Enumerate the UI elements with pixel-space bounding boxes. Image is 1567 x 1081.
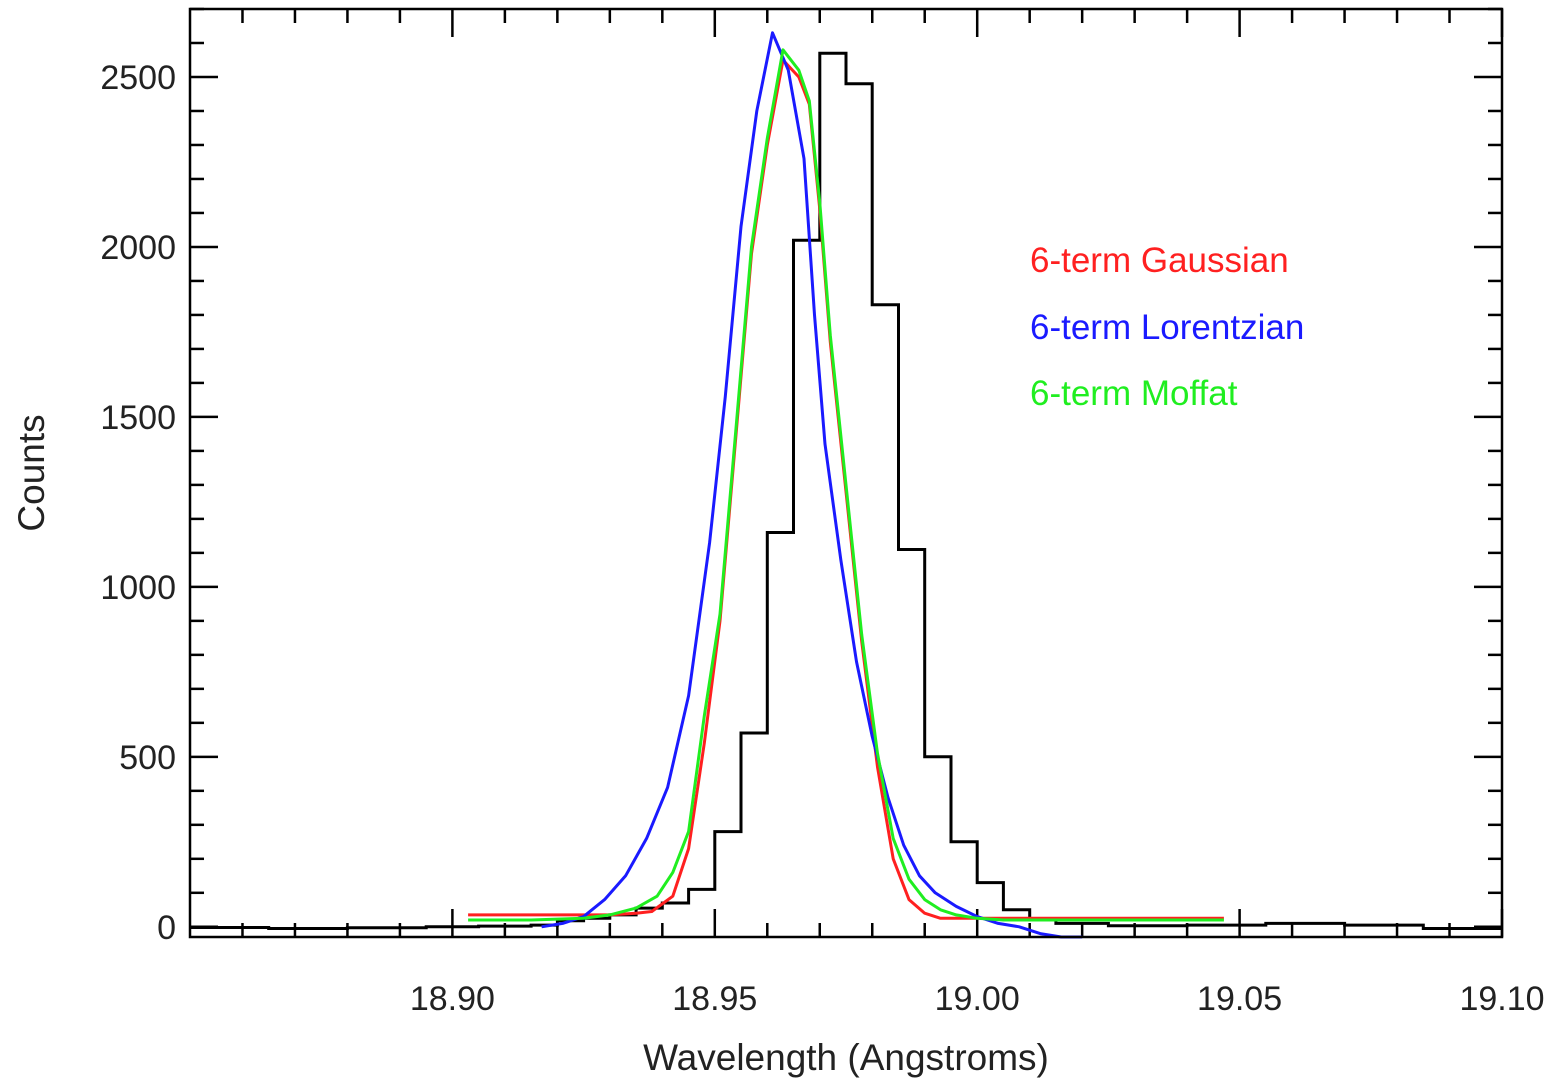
y-tick-label: 2000 — [100, 229, 176, 267]
legend-entry-6-term-moffat: 6-term Moffat — [1030, 374, 1238, 413]
y-tick-label: 500 — [119, 739, 176, 777]
plot-frame — [188, 7, 1504, 939]
x-axis-label: Wavelength (Angstroms) — [643, 1037, 1049, 1078]
legend-entry-6-term-gaussian: 6-term Gaussian — [1030, 241, 1289, 280]
histogram-counts — [190, 51, 1502, 930]
y-axis-label: Counts — [11, 414, 52, 531]
x-tick-label: 18.90 — [410, 980, 495, 1018]
y-tick-label: 1000 — [100, 569, 176, 607]
series-line-6-term-moffat — [468, 48, 1224, 922]
series-line-6-term-lorentzian — [541, 31, 1083, 939]
x-tick-label: 19.10 — [1459, 980, 1544, 1018]
y-tick-label: 2500 — [100, 59, 176, 97]
x-tick-label: 18.95 — [672, 980, 757, 1018]
x-tick-label: 19.00 — [935, 980, 1020, 1018]
histogram-layer — [190, 51, 1502, 930]
series-layer — [468, 31, 1224, 939]
legend-entry-6-term-lorentzian: 6-term Lorentzian — [1030, 308, 1304, 347]
legend: 6-term Gaussian 6-term Lorentzian 6-term M… — [1030, 241, 1304, 413]
x-tick-label: 19.05 — [1197, 980, 1282, 1018]
y-tick-label: 1500 — [100, 399, 176, 437]
y-tick-label: 0 — [157, 909, 176, 947]
tick-labels: 18.90 18.95 19.00 19.05 19.10 0 500 1000 1500 200… — [100, 59, 1544, 1018]
